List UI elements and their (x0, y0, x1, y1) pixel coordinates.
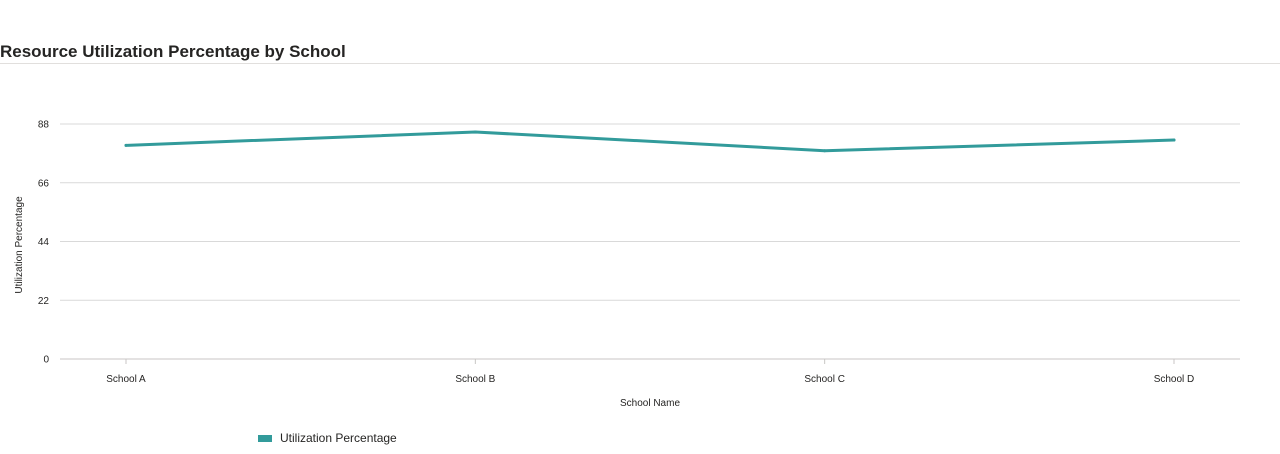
x-axis-title: School Name (620, 398, 680, 409)
series-line (124, 130, 1176, 153)
y-tick-label: 66 (38, 178, 50, 189)
axes: 0 22 44 66 88 School A School B School C School … (38, 120, 1194, 386)
data-point (124, 143, 128, 147)
y-tick-label: 44 (38, 237, 50, 248)
data-point (473, 130, 477, 134)
data-point (1172, 138, 1176, 142)
gridlines (60, 123, 1240, 360)
data-point (823, 149, 827, 153)
legend-swatch (258, 434, 272, 442)
x-tick-label: School D (1154, 374, 1195, 385)
chart-title: Resource Utilization Percentage by Schoo… (0, 42, 346, 61)
y-tick-label: 22 (38, 296, 50, 307)
y-tick-label: 0 (43, 355, 49, 366)
y-tick-label: 88 (38, 120, 50, 131)
x-tick-label: School A (106, 374, 146, 385)
series-layer (124, 130, 1176, 153)
legend[interactable]: Utilization Percentage (258, 431, 397, 445)
chart-header: Resource Utilization Percentage by Schoo… (0, 0, 1280, 64)
legend-label: Utilization Percentage (280, 431, 397, 445)
x-tick-label: School B (455, 374, 495, 385)
y-axis-title: Utilization Percentage (14, 196, 25, 294)
x-tick-label: School C (804, 374, 845, 385)
